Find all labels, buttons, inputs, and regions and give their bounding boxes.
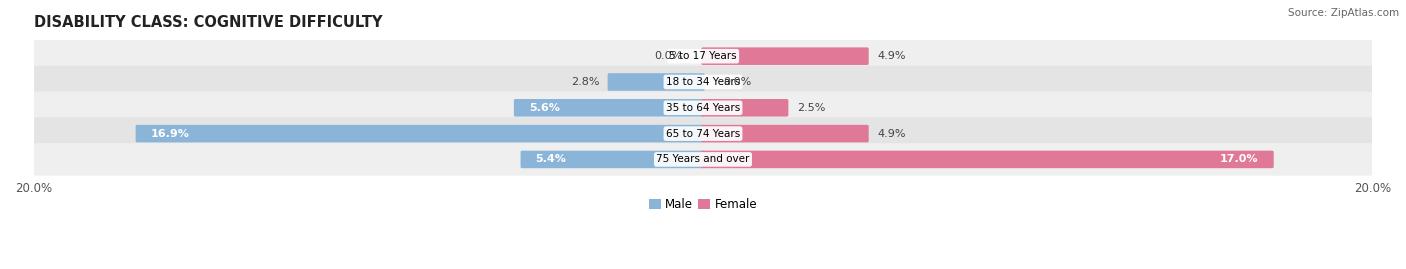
FancyBboxPatch shape <box>702 125 869 142</box>
FancyBboxPatch shape <box>513 99 704 116</box>
Text: 2.8%: 2.8% <box>571 77 599 87</box>
Text: 75 Years and over: 75 Years and over <box>657 154 749 164</box>
Text: 0.0%: 0.0% <box>655 51 683 61</box>
FancyBboxPatch shape <box>31 40 1375 72</box>
Text: 17.0%: 17.0% <box>1220 154 1258 164</box>
Text: 65 to 74 Years: 65 to 74 Years <box>666 129 740 139</box>
Text: 5.4%: 5.4% <box>536 154 567 164</box>
FancyBboxPatch shape <box>607 73 704 91</box>
Text: DISABILITY CLASS: COGNITIVE DIFFICULTY: DISABILITY CLASS: COGNITIVE DIFFICULTY <box>34 15 382 30</box>
Text: 0.0%: 0.0% <box>723 77 751 87</box>
Text: 5.6%: 5.6% <box>529 103 560 113</box>
FancyBboxPatch shape <box>702 99 789 116</box>
Text: 4.9%: 4.9% <box>877 51 905 61</box>
FancyBboxPatch shape <box>31 143 1375 176</box>
FancyBboxPatch shape <box>31 117 1375 150</box>
FancyBboxPatch shape <box>31 91 1375 124</box>
Legend: Male, Female: Male, Female <box>644 194 762 216</box>
FancyBboxPatch shape <box>520 151 704 168</box>
FancyBboxPatch shape <box>31 66 1375 98</box>
FancyBboxPatch shape <box>135 125 704 142</box>
Text: 2.5%: 2.5% <box>797 103 825 113</box>
Text: 18 to 34 Years: 18 to 34 Years <box>666 77 740 87</box>
Text: 16.9%: 16.9% <box>150 129 190 139</box>
Text: 4.9%: 4.9% <box>877 129 905 139</box>
Text: Source: ZipAtlas.com: Source: ZipAtlas.com <box>1288 8 1399 18</box>
Text: 5 to 17 Years: 5 to 17 Years <box>669 51 737 61</box>
FancyBboxPatch shape <box>702 151 1274 168</box>
Text: 35 to 64 Years: 35 to 64 Years <box>666 103 740 113</box>
FancyBboxPatch shape <box>702 47 869 65</box>
